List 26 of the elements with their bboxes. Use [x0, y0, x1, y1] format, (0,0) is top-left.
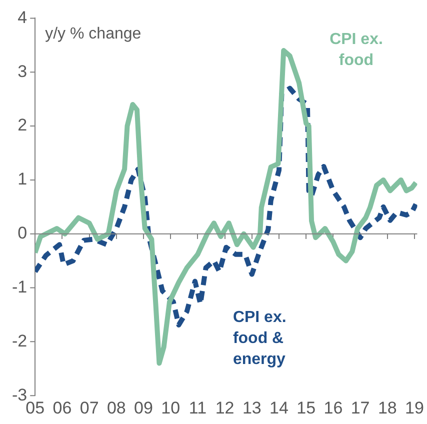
y-tick-label: -2	[12, 331, 28, 350]
y-tick-label: -1	[12, 277, 28, 296]
text: CPI ex. food	[330, 31, 383, 70]
x-tick-label: 13	[242, 398, 262, 418]
x-tick-label: 09	[134, 398, 153, 418]
y-tick-label: 4	[18, 8, 28, 27]
y-tick-label: -3	[12, 385, 28, 404]
x-tick-label: 17	[350, 398, 370, 418]
y-tick-label: 2	[18, 116, 28, 135]
y-tick-label: 0	[18, 224, 28, 243]
x-tick-label: 05	[26, 398, 45, 418]
x-tick-label: 10	[161, 398, 180, 418]
y-tick-label: 3	[18, 62, 28, 81]
x-tick-label: 16	[324, 398, 343, 418]
y-tick-label: 1	[18, 170, 28, 189]
x-tick-label: 15	[296, 398, 316, 418]
x-tick-label: 12	[215, 398, 234, 418]
x-tick-label: 11	[188, 398, 207, 418]
x-tick-label: 18	[378, 398, 397, 418]
x-tick-label: 06	[52, 398, 72, 418]
text: CPI ex. food & energy	[232, 308, 286, 368]
x-tick-label: 19	[405, 398, 424, 418]
x-tick-label: 14	[270, 398, 288, 418]
x-tick-label: 07	[80, 398, 99, 418]
x-tick-label: 08	[106, 398, 126, 418]
y-axis-title: y/y % change	[45, 26, 142, 43]
